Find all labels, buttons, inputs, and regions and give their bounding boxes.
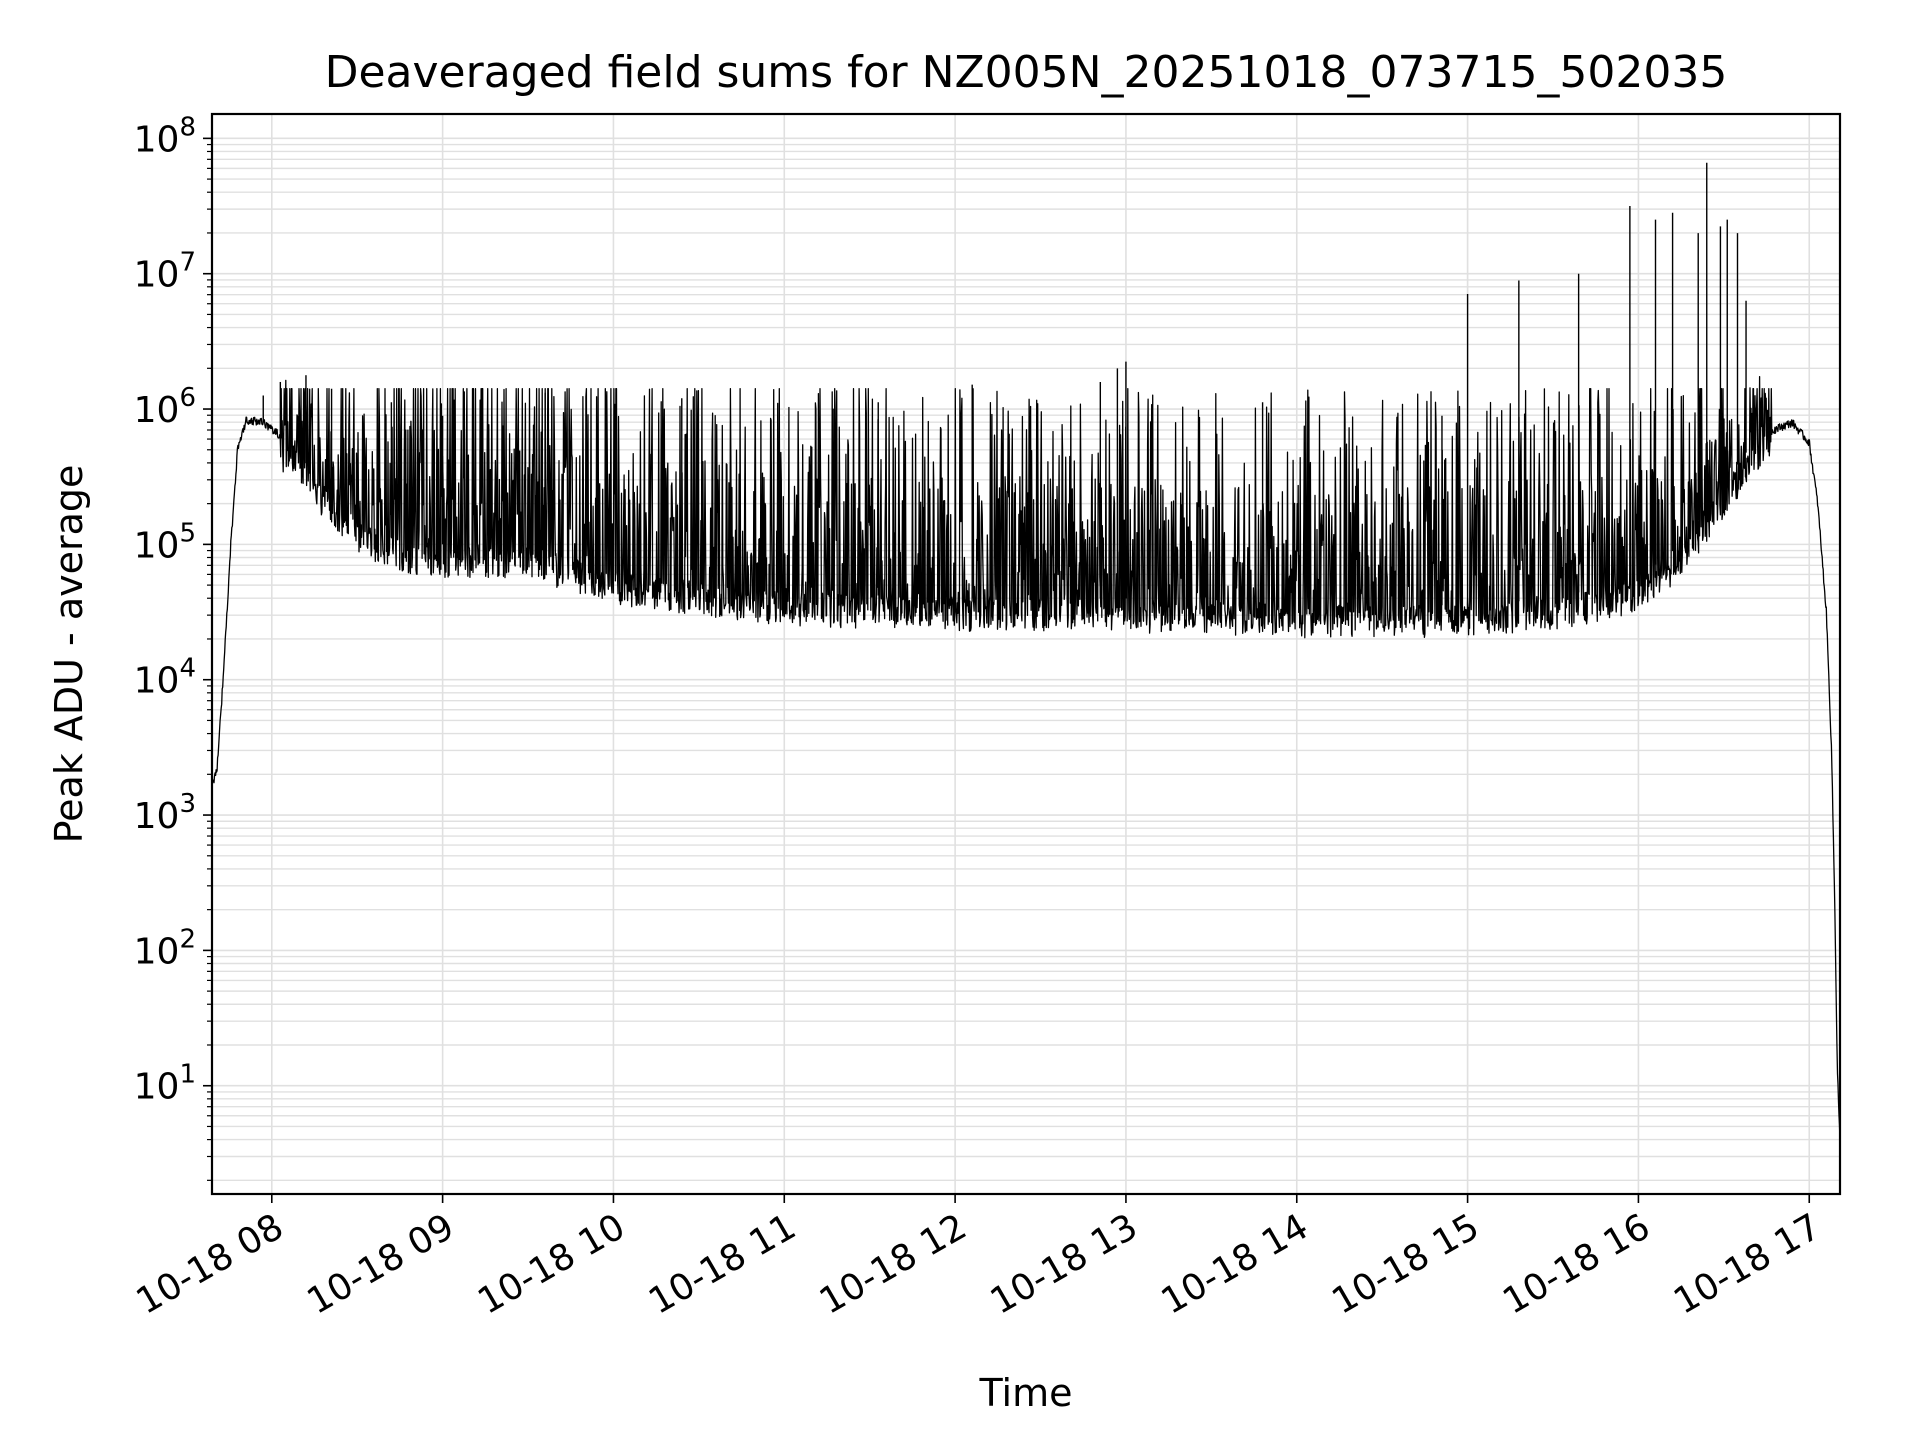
y-axis-label: Peak ADU - average — [47, 465, 91, 844]
y-tick-label-1e4: 104 — [134, 654, 196, 702]
series-line — [211, 375, 1841, 1142]
y-axis: 101 102 103 104 105 106 107 108 — [134, 112, 212, 1181]
y-tick-label-1e5: 105 — [134, 518, 196, 566]
y-tick-label-1e6: 106 — [134, 383, 196, 431]
plot-frame — [210, 112, 1842, 1196]
x-axis-label: Time — [979, 1371, 1073, 1415]
y-tick-label-1e2: 102 — [134, 924, 196, 972]
y-tick-label-1e8: 108 — [134, 112, 196, 160]
y-tick-label-1e3: 103 — [134, 789, 196, 837]
series-layer — [211, 162, 1841, 1142]
chart-title: Deaveraged field sums for NZ005N_2025101… — [325, 47, 1728, 98]
plot-area-background — [212, 114, 1840, 1194]
y-tick-label-1e7: 107 — [134, 248, 196, 296]
y-tick-label-1e1: 101 — [134, 1060, 196, 1108]
